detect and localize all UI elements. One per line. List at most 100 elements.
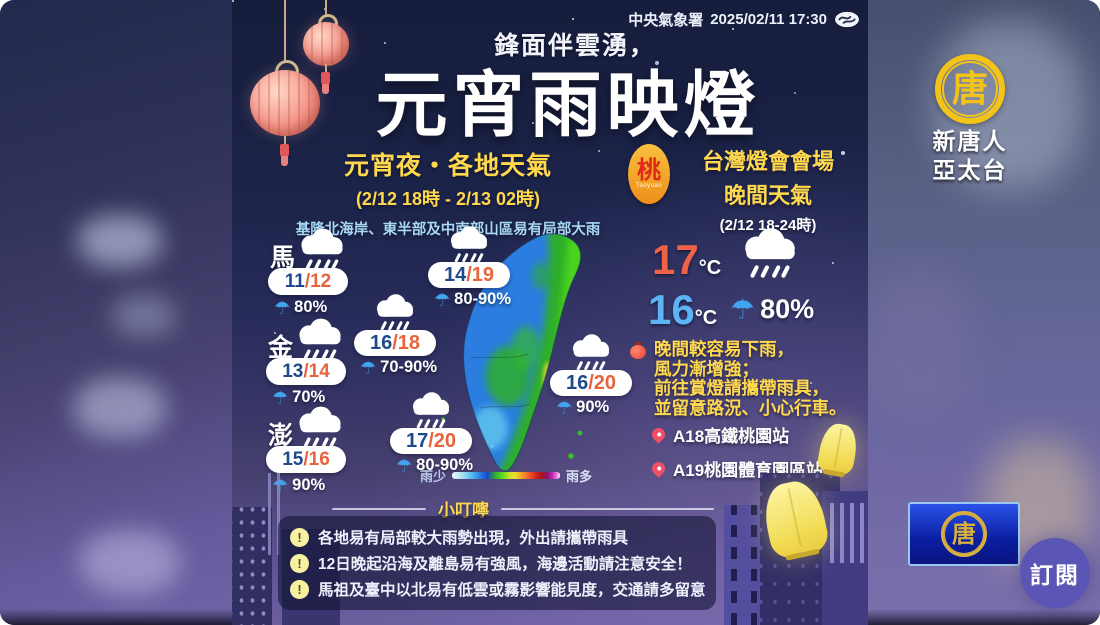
rain-percent: 80-90% xyxy=(416,456,474,474)
location-pin-icon xyxy=(649,459,668,478)
rain-probability: ☂ 70% xyxy=(272,388,325,407)
umbrella-icon: ☂ xyxy=(274,297,291,318)
exclamation-icon: ! xyxy=(290,527,309,547)
station-item: A18高鐵桃園站 xyxy=(649,422,823,447)
nationwide-section-header: 元宵夜・各地天氣 (2/12 18時 - 2/13 02時) 基隆北海岸、東半部… xyxy=(280,146,616,239)
legend-more-label: 雨多 xyxy=(566,469,593,484)
building-silhouette xyxy=(822,491,868,625)
venue-rain-probability: ☂ 80% xyxy=(730,294,814,325)
umbrella-icon: ☂ xyxy=(556,397,573,418)
exclamation-icon: ! xyxy=(290,579,309,599)
rain-cloud-icon xyxy=(573,334,609,371)
temp-low: 13 xyxy=(282,360,304,382)
umbrella-icon: ☂ xyxy=(434,289,451,310)
umbrella-icon: ☂ xyxy=(396,455,413,476)
rain-probability: ☂ 80-90% xyxy=(434,290,511,309)
rain-percent: 80-90% xyxy=(454,290,512,308)
section-period: (2/12 18時 - 2/13 02時) xyxy=(355,189,541,209)
temp-separator: / xyxy=(304,270,311,292)
rain-cloud-icon xyxy=(377,294,413,331)
rain-probability: ☂ 80-90% xyxy=(396,456,473,475)
temp-high: 18 xyxy=(397,331,421,354)
bokeh-light xyxy=(78,215,162,267)
lantern-string xyxy=(325,0,327,16)
rain-percent: 80% xyxy=(294,298,328,316)
divider-line xyxy=(501,507,714,510)
stars-decoration xyxy=(232,0,234,2)
rain-percent: 90% xyxy=(292,476,326,494)
temp-low: 11 xyxy=(284,270,305,292)
ntd-emblem-icon: 唐 xyxy=(941,511,987,557)
rainfall-legend: 雨少 雨多 xyxy=(420,466,592,485)
venue-temp-high: 17°C xyxy=(652,236,721,284)
ntd-emblem-icon: 唐 xyxy=(935,54,1005,124)
tip-item: ! 12日晚起沿海及離島易有強風，海邊活動請注意安全！ xyxy=(290,552,704,574)
umbrella-icon: ☂ xyxy=(360,357,377,378)
temp-high: 20 xyxy=(593,371,617,394)
rain-cloud-icon xyxy=(301,228,343,270)
tip-text: 馬祖及臺中以北易有低雲或霧影響能見度，交通請多留意 xyxy=(318,582,706,599)
taoyuan-badge-subtext: Taoyuan xyxy=(635,183,663,189)
lantern-handle xyxy=(318,14,338,26)
bokeh-light xyxy=(80,530,180,594)
warning-line: 風力漸增強； xyxy=(654,358,759,379)
rain-percent: 70-90% xyxy=(380,358,438,376)
legend-gradient-bar xyxy=(452,472,561,479)
building-silhouette xyxy=(232,507,272,625)
temp-separator: / xyxy=(588,371,594,394)
temp-separator: / xyxy=(392,331,398,354)
issue-datetime: 2025/02/11 17:30 xyxy=(710,11,827,28)
bokeh-light xyxy=(112,295,176,337)
pink-lantern-icon xyxy=(303,22,349,66)
region-name: 澎 xyxy=(268,422,294,450)
section-title: 元宵夜・各地天氣 xyxy=(343,152,552,180)
temp-high-value: 17 xyxy=(652,236,699,283)
rain-probability: ☂ 90% xyxy=(556,398,609,417)
channel-watermark-button[interactable]: 唐 xyxy=(908,502,1020,566)
channel-logo: 唐 新唐人 亞太台 xyxy=(922,54,1018,182)
rain-cloud-icon xyxy=(413,392,449,429)
umbrella-icon: ☂ xyxy=(272,387,289,408)
building-silhouette xyxy=(724,505,764,625)
pink-lantern-icon xyxy=(250,70,320,136)
rain-percent: 70% xyxy=(292,388,326,406)
temp-unit: °C xyxy=(694,307,718,329)
lantern-tassel xyxy=(321,64,330,94)
temp-separator: / xyxy=(428,429,434,452)
temperature-pill: 15/16 xyxy=(266,446,346,473)
agency-name: 中央氣象署 xyxy=(628,12,704,29)
temp-high: 16 xyxy=(308,448,330,470)
ntd-emblem-character: 唐 xyxy=(951,68,988,110)
tips-panel: ! 各地易有局部較大雨勢出現，外出請攜帶雨具 ! 12日晚起沿海及離島易有強風，… xyxy=(278,516,716,610)
legend-less-label: 雨少 xyxy=(420,469,447,484)
venue-title-line1: 台灣燈會會場 xyxy=(701,149,834,174)
subscribe-button[interactable]: 訂閱 xyxy=(1020,538,1090,608)
warning-line: 晚間較容易下雨， xyxy=(654,339,794,359)
tip-item: ! 馬祖及臺中以北易有低雲或霧影響能見度，交通請多留意 xyxy=(290,578,706,600)
temperature-pill: 14/19 xyxy=(428,262,510,288)
bokeh-light xyxy=(74,378,166,438)
temp-low-value: 16 xyxy=(648,286,695,333)
umbrella-icon: ☂ xyxy=(730,293,756,325)
tips-divider: 小叮嚀 xyxy=(332,496,714,521)
tip-text: 12日晚起沿海及離島易有強風，海邊活動請注意安全！ xyxy=(318,556,692,573)
channel-name-line1: 新唐人 xyxy=(932,128,1008,154)
temp-high: 20 xyxy=(433,429,457,452)
cwa-logo-icon xyxy=(835,11,859,28)
rain-cloud-icon xyxy=(745,228,795,278)
rain-cloud-icon xyxy=(451,226,487,263)
temp-unit: °C xyxy=(698,257,722,279)
region-name: 金 xyxy=(268,334,294,362)
temperature-pill: 17/20 xyxy=(390,428,472,454)
rain-percent: 80% xyxy=(760,294,815,324)
rain-cloud-icon xyxy=(299,406,341,448)
temp-low: 16 xyxy=(369,331,393,354)
headline-title: 元宵雨映燈 xyxy=(375,66,761,146)
temperature-pill: 13/14 xyxy=(266,358,346,385)
divider-line xyxy=(332,507,426,510)
warning-line: 前往賞燈請攜帶雨具， xyxy=(654,378,829,398)
temp-separator: / xyxy=(303,448,309,470)
headline-lead: 鋒面伴雲湧， xyxy=(494,32,657,60)
lantern-handle xyxy=(275,60,299,74)
